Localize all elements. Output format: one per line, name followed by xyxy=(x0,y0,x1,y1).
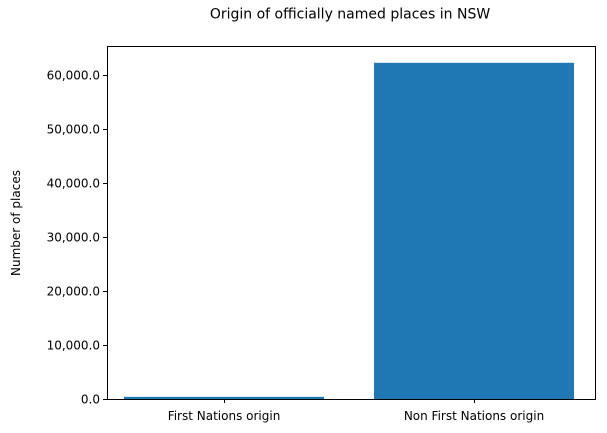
y-tick-label: 20,000.0 xyxy=(47,285,100,299)
bar-1 xyxy=(374,62,574,400)
y-tick-label: 60,000.0 xyxy=(47,69,100,83)
plot-area: 0.0 10,000.0 20,000.0 30,000.0 40,000.0 50,00… xyxy=(47,46,596,423)
x-tick-label: First Nations origin xyxy=(168,409,281,423)
x-tick-label: Non First Nations origin xyxy=(404,409,544,423)
y-axis-label: Number of places xyxy=(9,170,23,276)
y-tick-label: 50,000.0 xyxy=(47,123,100,137)
y-tick-label: 0.0 xyxy=(81,393,100,407)
bars-group xyxy=(124,62,574,400)
y-tick-label: 30,000.0 xyxy=(47,231,100,245)
bar-0 xyxy=(124,396,324,399)
y-tick-label: 10,000.0 xyxy=(47,339,100,353)
y-tick-label: 40,000.0 xyxy=(47,177,100,191)
axes-group xyxy=(107,46,596,400)
y-ticks-group: 0.0 10,000.0 20,000.0 30,000.0 40,000.0 50,00… xyxy=(47,69,107,407)
chart-title: Origin of officially named places in NSW xyxy=(210,7,491,23)
x-ticks-group: First Nations origin Non First Nations or… xyxy=(168,399,544,423)
